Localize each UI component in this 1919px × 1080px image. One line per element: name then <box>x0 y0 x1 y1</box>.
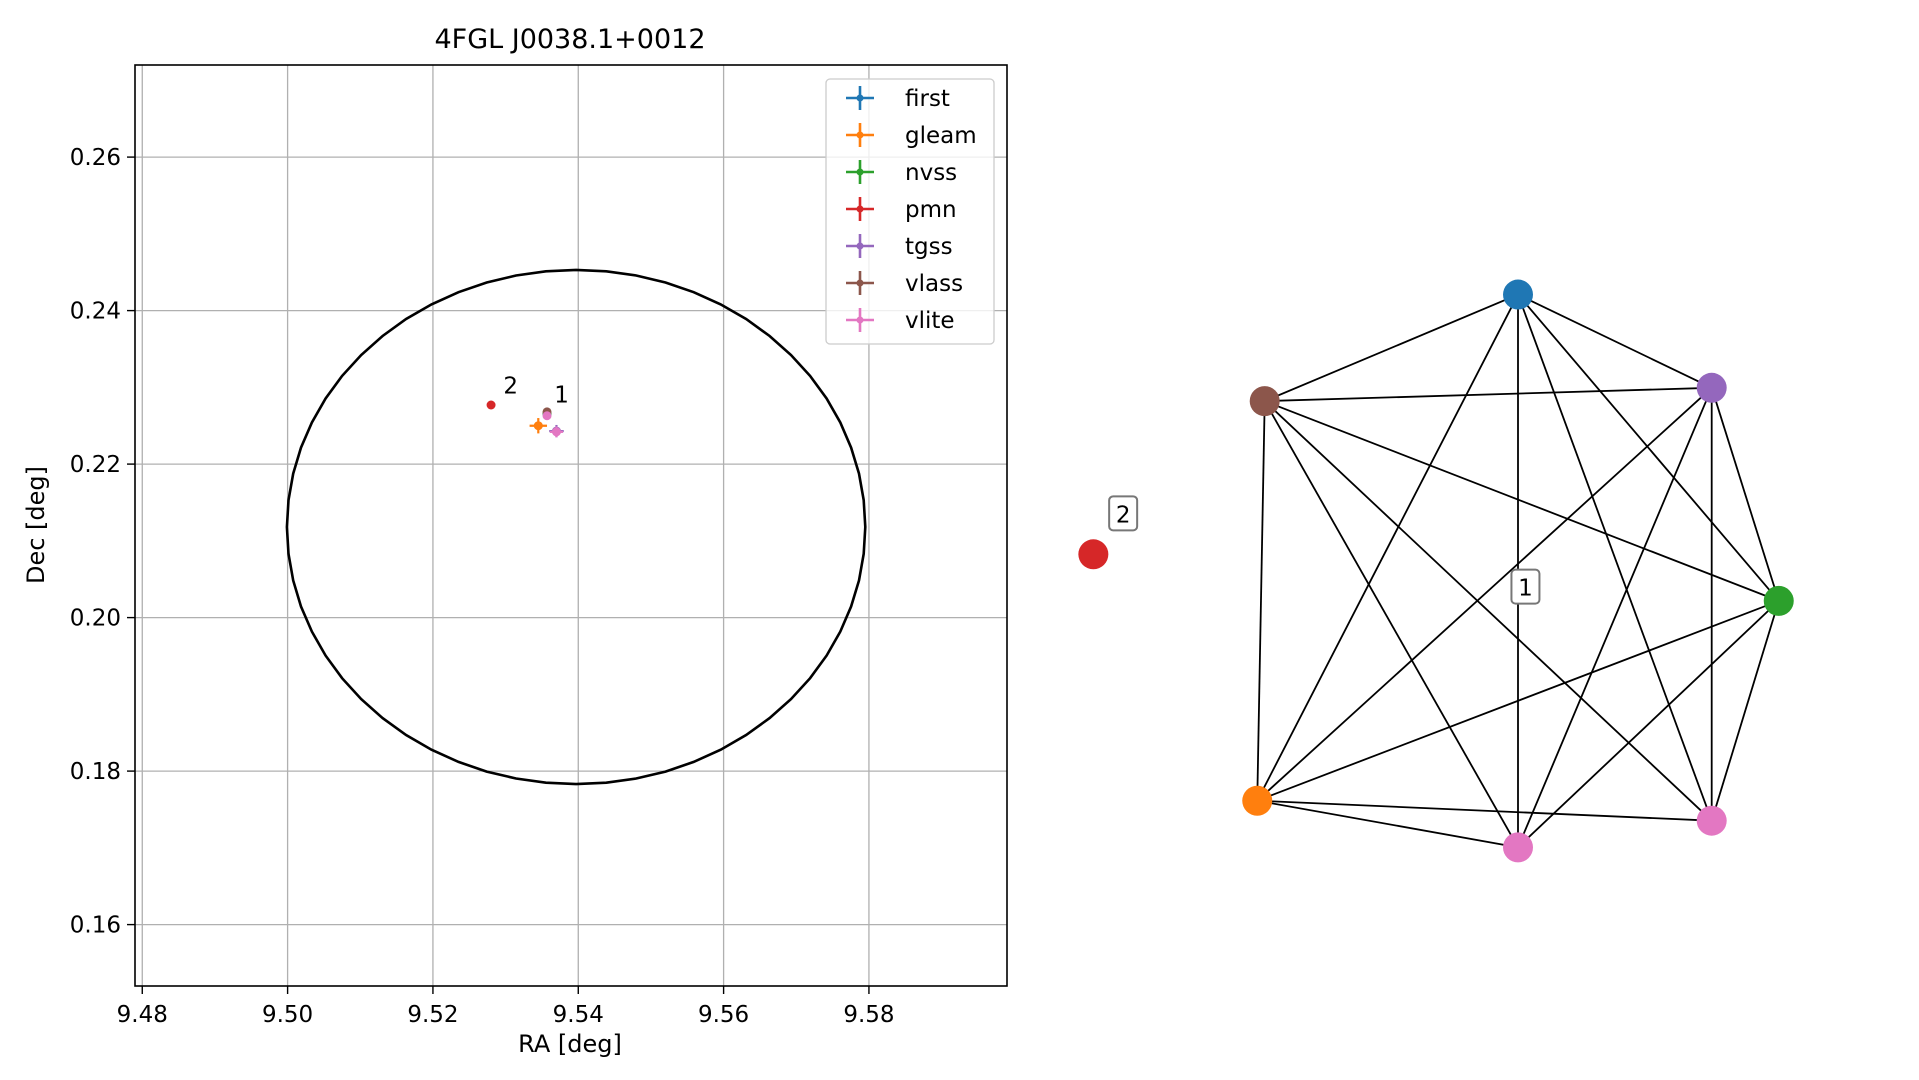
legend-label: first <box>905 86 950 112</box>
graph-cluster-label: 2 <box>1108 495 1139 532</box>
graph-node-gleam <box>1242 785 1273 816</box>
association-graph: 12 <box>1078 279 1794 863</box>
x-tick-label: 9.58 <box>843 1002 894 1028</box>
label-text: 2 <box>1116 502 1131 528</box>
x-tick-label: 9.52 <box>407 1002 458 1028</box>
graph-edges <box>1256 293 1780 849</box>
y-tick-label: 0.18 <box>70 759 121 785</box>
graph-node-vlite-a <box>1696 805 1727 836</box>
point-gleam <box>529 418 548 434</box>
y-axis-label: Dec [deg] <box>22 466 50 584</box>
x-tick-label: 9.48 <box>117 1002 168 1028</box>
graph-edge <box>1257 799 1519 849</box>
legend-items: first gleam nvss pmn tgss vlass vlite <box>846 86 977 334</box>
graph-edge <box>1264 400 1780 602</box>
y-axis-ticks: 0.16 0.18 0.20 0.22 0.24 0.26 <box>70 145 135 939</box>
graph-nodes <box>1078 279 1794 863</box>
legend-marker-dot <box>856 205 864 213</box>
graph-edge <box>1256 401 1266 801</box>
graph-node-nvss <box>1763 585 1794 616</box>
graph-edge <box>1263 400 1519 848</box>
error-ellipse-layer <box>285 268 867 786</box>
graph-edge <box>1517 600 1780 848</box>
legend-label: nvss <box>905 160 957 186</box>
data-marker <box>542 411 552 421</box>
x-tick-label: 9.56 <box>698 1002 749 1028</box>
sky-position-plot: 4FGL J0038.1+0012 12 9.48 9.50 9.52 9.54 9.5… <box>22 24 1008 1058</box>
legend-marker-dot <box>856 242 864 250</box>
label-box <box>1510 568 1541 605</box>
graph-edge <box>1517 294 1713 822</box>
legend-label: gleam <box>905 123 977 149</box>
graph-node-vlite-b <box>1503 832 1533 863</box>
label-box <box>1108 495 1139 532</box>
graph-edge <box>1517 387 1713 848</box>
group-label: 2 <box>503 373 518 399</box>
legend-marker-dot <box>856 279 864 287</box>
legend-marker-dot <box>856 94 864 102</box>
x-axis-ticks: 9.48 9.50 9.52 9.54 9.56 9.58 <box>117 986 895 1028</box>
graph-edge <box>1257 799 1712 822</box>
label-text: 1 <box>1518 576 1533 602</box>
legend-label: pmn <box>905 197 957 223</box>
graph-edge <box>1256 294 1519 802</box>
legend-item-pmn: pmn <box>846 197 957 223</box>
error-ellipse <box>285 268 867 786</box>
y-tick-label: 0.24 <box>70 299 121 325</box>
data-marker <box>533 421 543 431</box>
graph-edge <box>1264 400 1713 822</box>
graph-node-pmn <box>1078 539 1109 570</box>
data-marker <box>486 400 496 410</box>
point-vlite <box>542 411 552 421</box>
point-vlite <box>549 426 564 438</box>
legend-marker-dot <box>856 168 864 176</box>
legend-item-vlite: vlite <box>846 308 955 334</box>
graph-edge <box>1710 600 1780 821</box>
y-tick-label: 0.22 <box>70 452 121 478</box>
legend-item-nvss: nvss <box>846 160 957 186</box>
data-points-layer <box>486 400 564 438</box>
graph-labels: 12 <box>1108 495 1541 605</box>
y-tick-label: 0.16 <box>70 913 121 939</box>
graph-edge <box>1256 387 1713 802</box>
legend: first gleam nvss pmn tgss vlass vlite <box>825 78 995 345</box>
graph-edge <box>1264 386 1712 403</box>
group-label: 1 <box>554 383 569 409</box>
legend-item-tgss: tgss <box>846 234 953 260</box>
x-tick-label: 9.54 <box>553 1002 604 1028</box>
legend-box <box>825 78 995 345</box>
legend-marker-dot <box>856 131 864 139</box>
legend-label: tgss <box>905 234 953 260</box>
graph-node-tgss <box>1696 372 1727 403</box>
y-tick-label: 0.20 <box>70 606 121 632</box>
x-tick-label: 9.50 <box>262 1002 313 1028</box>
plot-title: 4FGL J0038.1+0012 <box>434 24 705 55</box>
data-marker <box>551 427 561 437</box>
x-axis-label: RA [deg] <box>518 1030 622 1058</box>
legend-item-first: first <box>846 86 950 112</box>
graph-node-vlass <box>1249 386 1280 417</box>
graph-cluster-label: 1 <box>1510 568 1541 605</box>
legend-item-gleam: gleam <box>846 123 977 149</box>
point-pmn <box>486 400 496 410</box>
legend-label: vlite <box>905 308 955 334</box>
graph-edge <box>1517 293 1780 602</box>
graph-edge <box>1256 600 1780 802</box>
graph-edge <box>1264 293 1519 402</box>
legend-marker-dot <box>856 316 864 324</box>
plot-frame <box>134 64 1008 987</box>
graph-node-first <box>1503 279 1533 310</box>
legend-label: vlass <box>905 271 963 297</box>
group-labels: 12 <box>503 373 569 408</box>
legend-item-vlass: vlass <box>846 271 963 297</box>
y-tick-label: 0.26 <box>70 145 121 171</box>
graph-edge <box>1517 293 1713 389</box>
graph-edge <box>1710 387 1780 602</box>
